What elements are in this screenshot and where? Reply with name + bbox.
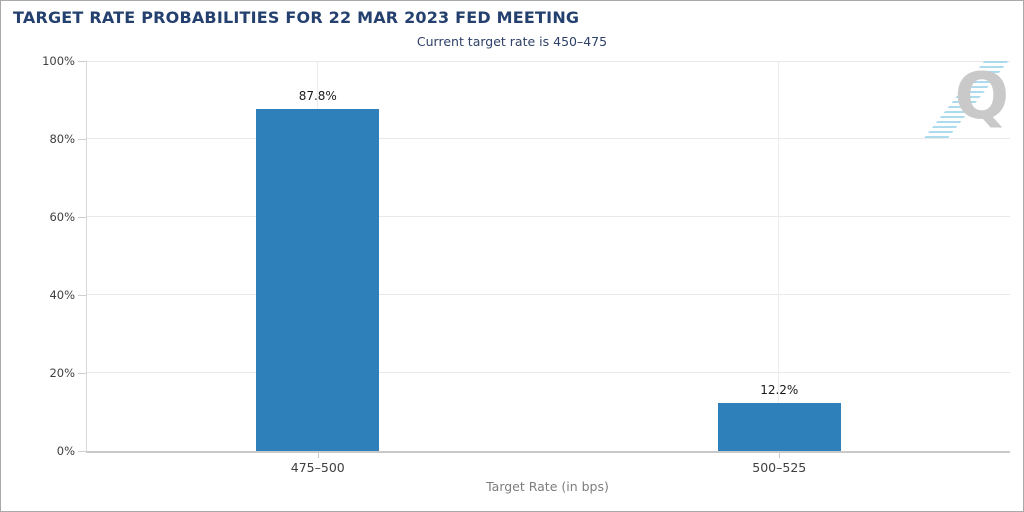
gridline-h <box>87 372 1010 373</box>
x-tick <box>779 453 781 458</box>
plot-area: Probability 0%20%40%60%80%100%87.8%475–5… <box>42 54 1010 475</box>
y-tick <box>78 451 86 452</box>
y-tick <box>78 217 86 218</box>
chart-subtitle: Current target rate is 450–475 <box>416 34 608 49</box>
gridline-h <box>87 61 1010 62</box>
y-tick <box>78 61 86 62</box>
bar <box>717 403 841 451</box>
gridline-h <box>87 138 1010 139</box>
watermark-logo: Q <box>921 59 1015 144</box>
y-tick-label: 60% <box>49 210 75 224</box>
x-tick-label: 500–525 <box>752 460 807 475</box>
y-tick-label: 0% <box>56 444 75 458</box>
bar-value-label: 87.8% <box>298 88 337 103</box>
bar <box>256 108 380 451</box>
gridline-v <box>778 61 780 451</box>
y-tick-label: 20% <box>49 366 75 380</box>
y-tick-label: 100% <box>42 54 75 68</box>
gridline-h <box>87 294 1010 295</box>
bar-value-label: 12.2% <box>760 383 799 398</box>
y-tick <box>78 139 86 140</box>
y-tick-label: 80% <box>49 132 75 146</box>
x-axis-title: Target Rate (in bps) <box>486 479 609 494</box>
y-tick <box>78 373 86 374</box>
x-tick <box>317 453 319 458</box>
x-tick-label: 475–500 <box>290 460 345 475</box>
y-tick <box>78 295 86 296</box>
chart-title: TARGET RATE PROBABILITIES FOR 22 MAR 202… <box>13 8 580 27</box>
watermark-q-letter: Q <box>954 60 1009 134</box>
y-tick-label: 40% <box>49 288 75 302</box>
gridline-h <box>87 216 1010 217</box>
